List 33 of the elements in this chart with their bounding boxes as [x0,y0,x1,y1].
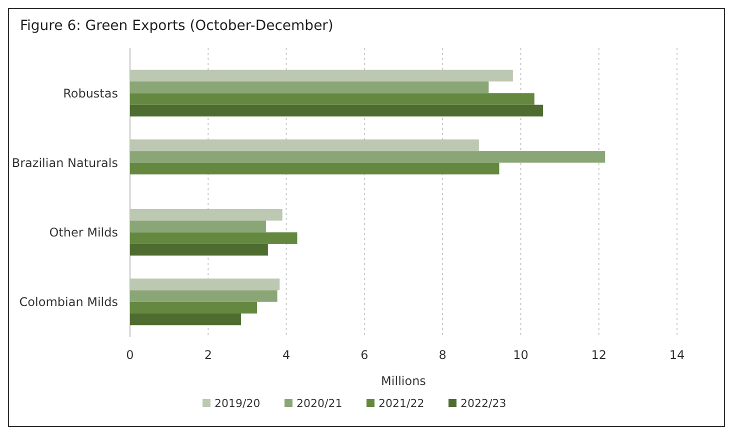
bar [130,93,534,105]
bar [130,139,479,152]
legend-label: 2020/21 [296,397,342,410]
bar [130,232,298,244]
bar [130,70,513,82]
x-tick-label: 2 [204,348,212,362]
bar [130,278,280,290]
bar [130,244,268,256]
bar [130,314,241,326]
bar [130,162,500,174]
x-tick-label: 14 [669,348,685,362]
bar [130,302,257,314]
x-axis-title: Millions [381,374,426,388]
bar [130,151,606,163]
x-tick-label: 4 [282,348,290,362]
x-tick-label: 0 [126,348,134,362]
bar [130,104,543,116]
legend-label: 2019/20 [214,397,260,410]
x-tick-label: 12 [591,348,606,362]
y-tick-label: Other Milds [49,225,118,240]
legend-label: 2021/22 [378,397,424,410]
y-tick-label: Colombian Milds [19,295,118,310]
x-tick-label: 8 [438,348,446,362]
y-tick-label: Brazilian Naturals [12,156,118,170]
x-tick-label: 6 [360,348,368,362]
chart-title: Figure 6: Green Exports (October-December) [20,18,334,34]
bar [130,220,266,232]
y-tick-label: Robustas [63,86,118,100]
x-tick-label: 10 [513,348,528,362]
bar [130,290,278,302]
legend-label: 2022/23 [460,397,506,410]
bar [130,81,489,94]
bar [130,208,282,221]
